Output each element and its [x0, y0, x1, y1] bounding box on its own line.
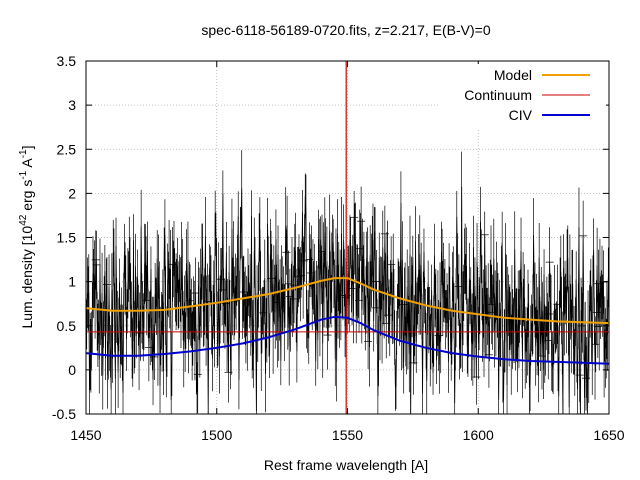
y-axis-label-end: ] [19, 145, 35, 149]
x-axis-label: Rest frame wavelength [A] [264, 457, 428, 473]
y-axis-label-exp3: -1 [18, 149, 29, 158]
y-tick-label: 3.5 [57, 53, 77, 69]
x-tick-label: 1450 [70, 427, 101, 443]
y-tick-label: 0.5 [57, 318, 77, 334]
y-axis-label-exp1: 42 [18, 214, 29, 226]
series-line-civ [85, 315, 610, 365]
y-tick-label: 1 [68, 274, 76, 290]
y-axis-label-base: Lum. density [10 [19, 226, 35, 329]
x-tick-label: 1550 [332, 427, 363, 443]
legend-label-model: Model [494, 67, 532, 83]
legend-label-civ: CIV [509, 107, 533, 123]
y-tick-label: 3 [68, 97, 76, 113]
ticks-layer: -0.5 0 0.5 1 1.5 2 2.5 3 3.5 1450 1500 1550 1600 1650 [52, 53, 625, 443]
x-tick-label: 1600 [463, 427, 494, 443]
y-tick-label: -0.5 [52, 406, 76, 422]
y-tick-label: 2 [68, 185, 76, 201]
y-tick-label: 0 [68, 362, 76, 378]
legend-label-continuum: Continuum [464, 87, 532, 103]
x-tick-label: 1650 [593, 427, 624, 443]
y-axis-label: Lum. density [1042 erg s-1 A-1] [18, 145, 35, 328]
y-axis-label-exp2: -1 [18, 170, 29, 179]
legend: Model Continuum CIV [440, 64, 606, 128]
y-tick-label: 2.5 [57, 141, 77, 157]
x-tick-label: 1500 [201, 427, 232, 443]
chart-title: spec-6118-56189-0720.fits, z=2.217, E(B-… [201, 22, 490, 38]
series-layer [85, 277, 610, 365]
y-axis-label-mid2: A [19, 158, 35, 171]
y-axis-label-mid: erg s [19, 180, 35, 215]
y-tick-label: 1.5 [57, 230, 77, 246]
series-line-model [85, 277, 610, 325]
